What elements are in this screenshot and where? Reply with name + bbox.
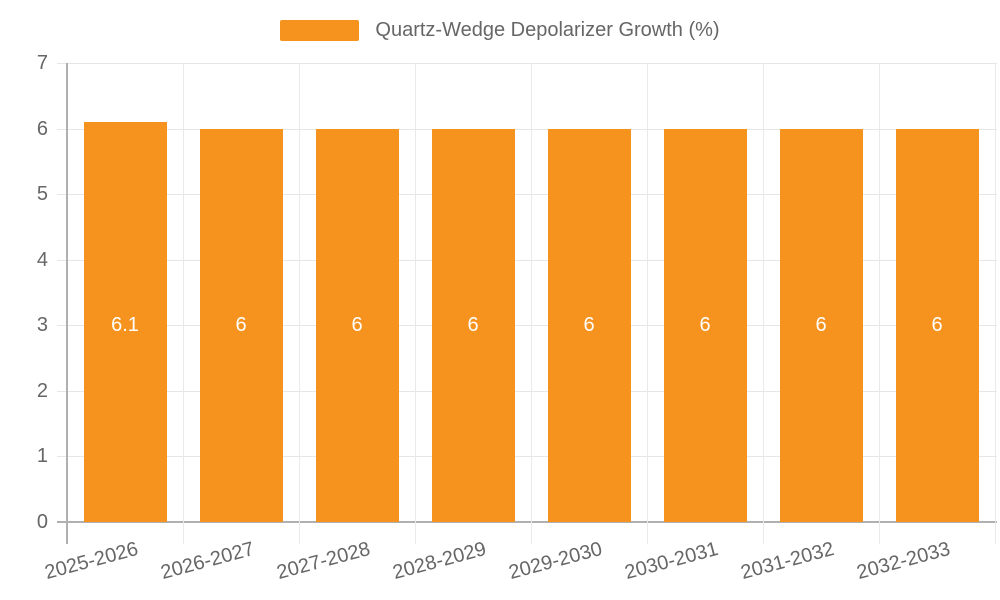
bar[interactable] [663, 128, 747, 522]
legend-swatch-icon [280, 19, 360, 41]
bar[interactable] [83, 122, 167, 522]
gridline-vertical [415, 63, 416, 544]
y-axis-tick-label: 2 [36, 379, 48, 402]
y-axis-tick-label: 1 [36, 445, 48, 468]
legend-label: Quartz-Wedge Depolarizer Growth (%) [375, 19, 720, 41]
x-axis-tick-label: 2029-2030 [506, 537, 605, 584]
gridline-horizontal [57, 456, 997, 458]
gridline-vertical [531, 63, 532, 544]
legend: Quartz-Wedge Depolarizer Growth (%) [0, 18, 1000, 42]
x-axis-tick-label: 2031-2032 [738, 537, 837, 584]
bar-value-label: 6 [467, 314, 479, 337]
x-axis-tick-label: 2030-2031 [622, 537, 721, 584]
gridline-horizontal [57, 194, 997, 196]
bar[interactable] [779, 128, 863, 522]
y-axis-tick-label: 3 [36, 314, 48, 337]
bar-value-label: 6 [815, 314, 827, 337]
bar-value-label: 6 [235, 314, 247, 337]
bar-value-label: 6 [351, 314, 363, 337]
y-axis-tick-label: 0 [36, 511, 48, 533]
bar[interactable] [315, 128, 399, 522]
gridline-horizontal [57, 128, 997, 130]
y-axis-tick-label: 7 [36, 52, 48, 74]
gridline-vertical [647, 63, 648, 544]
gridline-vertical [879, 63, 880, 544]
gridline-horizontal [57, 63, 997, 64]
bar-value-label: 6 [699, 314, 711, 337]
bar[interactable] [199, 128, 283, 522]
bar[interactable] [431, 128, 515, 522]
gridline-vertical [763, 63, 764, 544]
y-axis-tick-label: 5 [36, 183, 48, 206]
x-axis-tick-label: 2026-2027 [158, 537, 257, 584]
bar-value-label: 6 [583, 314, 595, 337]
gridline-horizontal [57, 259, 997, 261]
x-axis-tick-label: 2032-2033 [854, 537, 953, 584]
gridline-vertical [183, 63, 184, 544]
bar-value-label: 6.1 [111, 314, 139, 337]
x-axis-line [57, 521, 997, 523]
bar[interactable] [547, 128, 631, 522]
y-axis-tick-label: 4 [36, 248, 48, 271]
y-axis-line [66, 63, 68, 544]
bar-value-label: 6 [931, 314, 943, 337]
x-axis-tick-label: 2025-2026 [42, 537, 141, 584]
gridline-horizontal [57, 390, 997, 392]
gridline-vertical [995, 63, 996, 544]
bar[interactable] [895, 128, 979, 522]
x-axis-tick-label: 2028-2029 [390, 537, 489, 584]
gridline-vertical [299, 63, 300, 544]
y-axis-tick-label: 6 [36, 117, 48, 140]
legend-item[interactable]: Quartz-Wedge Depolarizer Growth (%) [280, 18, 720, 42]
gridline-horizontal [57, 325, 997, 327]
x-axis-tick-label: 2027-2028 [274, 537, 373, 584]
